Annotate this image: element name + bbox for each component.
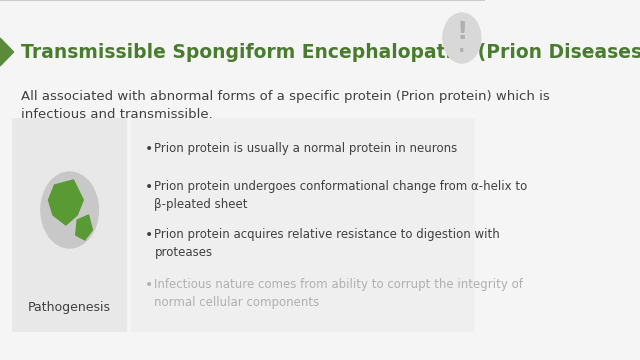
Text: Infectious nature comes from ability to corrupt the integrity of
normal cellular: Infectious nature comes from ability to … [154,278,524,309]
Circle shape [443,13,481,63]
Text: Prion protein is usually a normal protein in neurons: Prion protein is usually a normal protei… [154,142,458,155]
Polygon shape [76,215,92,240]
FancyBboxPatch shape [12,118,127,332]
FancyBboxPatch shape [131,118,475,332]
Text: •: • [145,142,154,156]
Text: Prion protein acquires relative resistance to digestion with
proteases: Prion protein acquires relative resistan… [154,228,500,259]
Text: All associated with abnormal forms of a specific protein (Prion protein) which i: All associated with abnormal forms of a … [21,90,550,121]
Text: •: • [145,228,154,242]
Polygon shape [0,38,13,66]
Text: •: • [145,278,154,292]
Text: .: . [458,36,465,55]
Text: Pathogenesis: Pathogenesis [28,302,111,315]
Text: !: ! [456,20,468,44]
Text: •: • [145,180,154,194]
Polygon shape [49,180,83,225]
Circle shape [41,172,99,248]
Text: Transmissible Spongiform Encephalopathy (Prion Diseases): Transmissible Spongiform Encephalopathy … [21,42,640,62]
Text: Prion protein undergoes conformational change from α-helix to
β-pleated sheet: Prion protein undergoes conformational c… [154,180,528,211]
